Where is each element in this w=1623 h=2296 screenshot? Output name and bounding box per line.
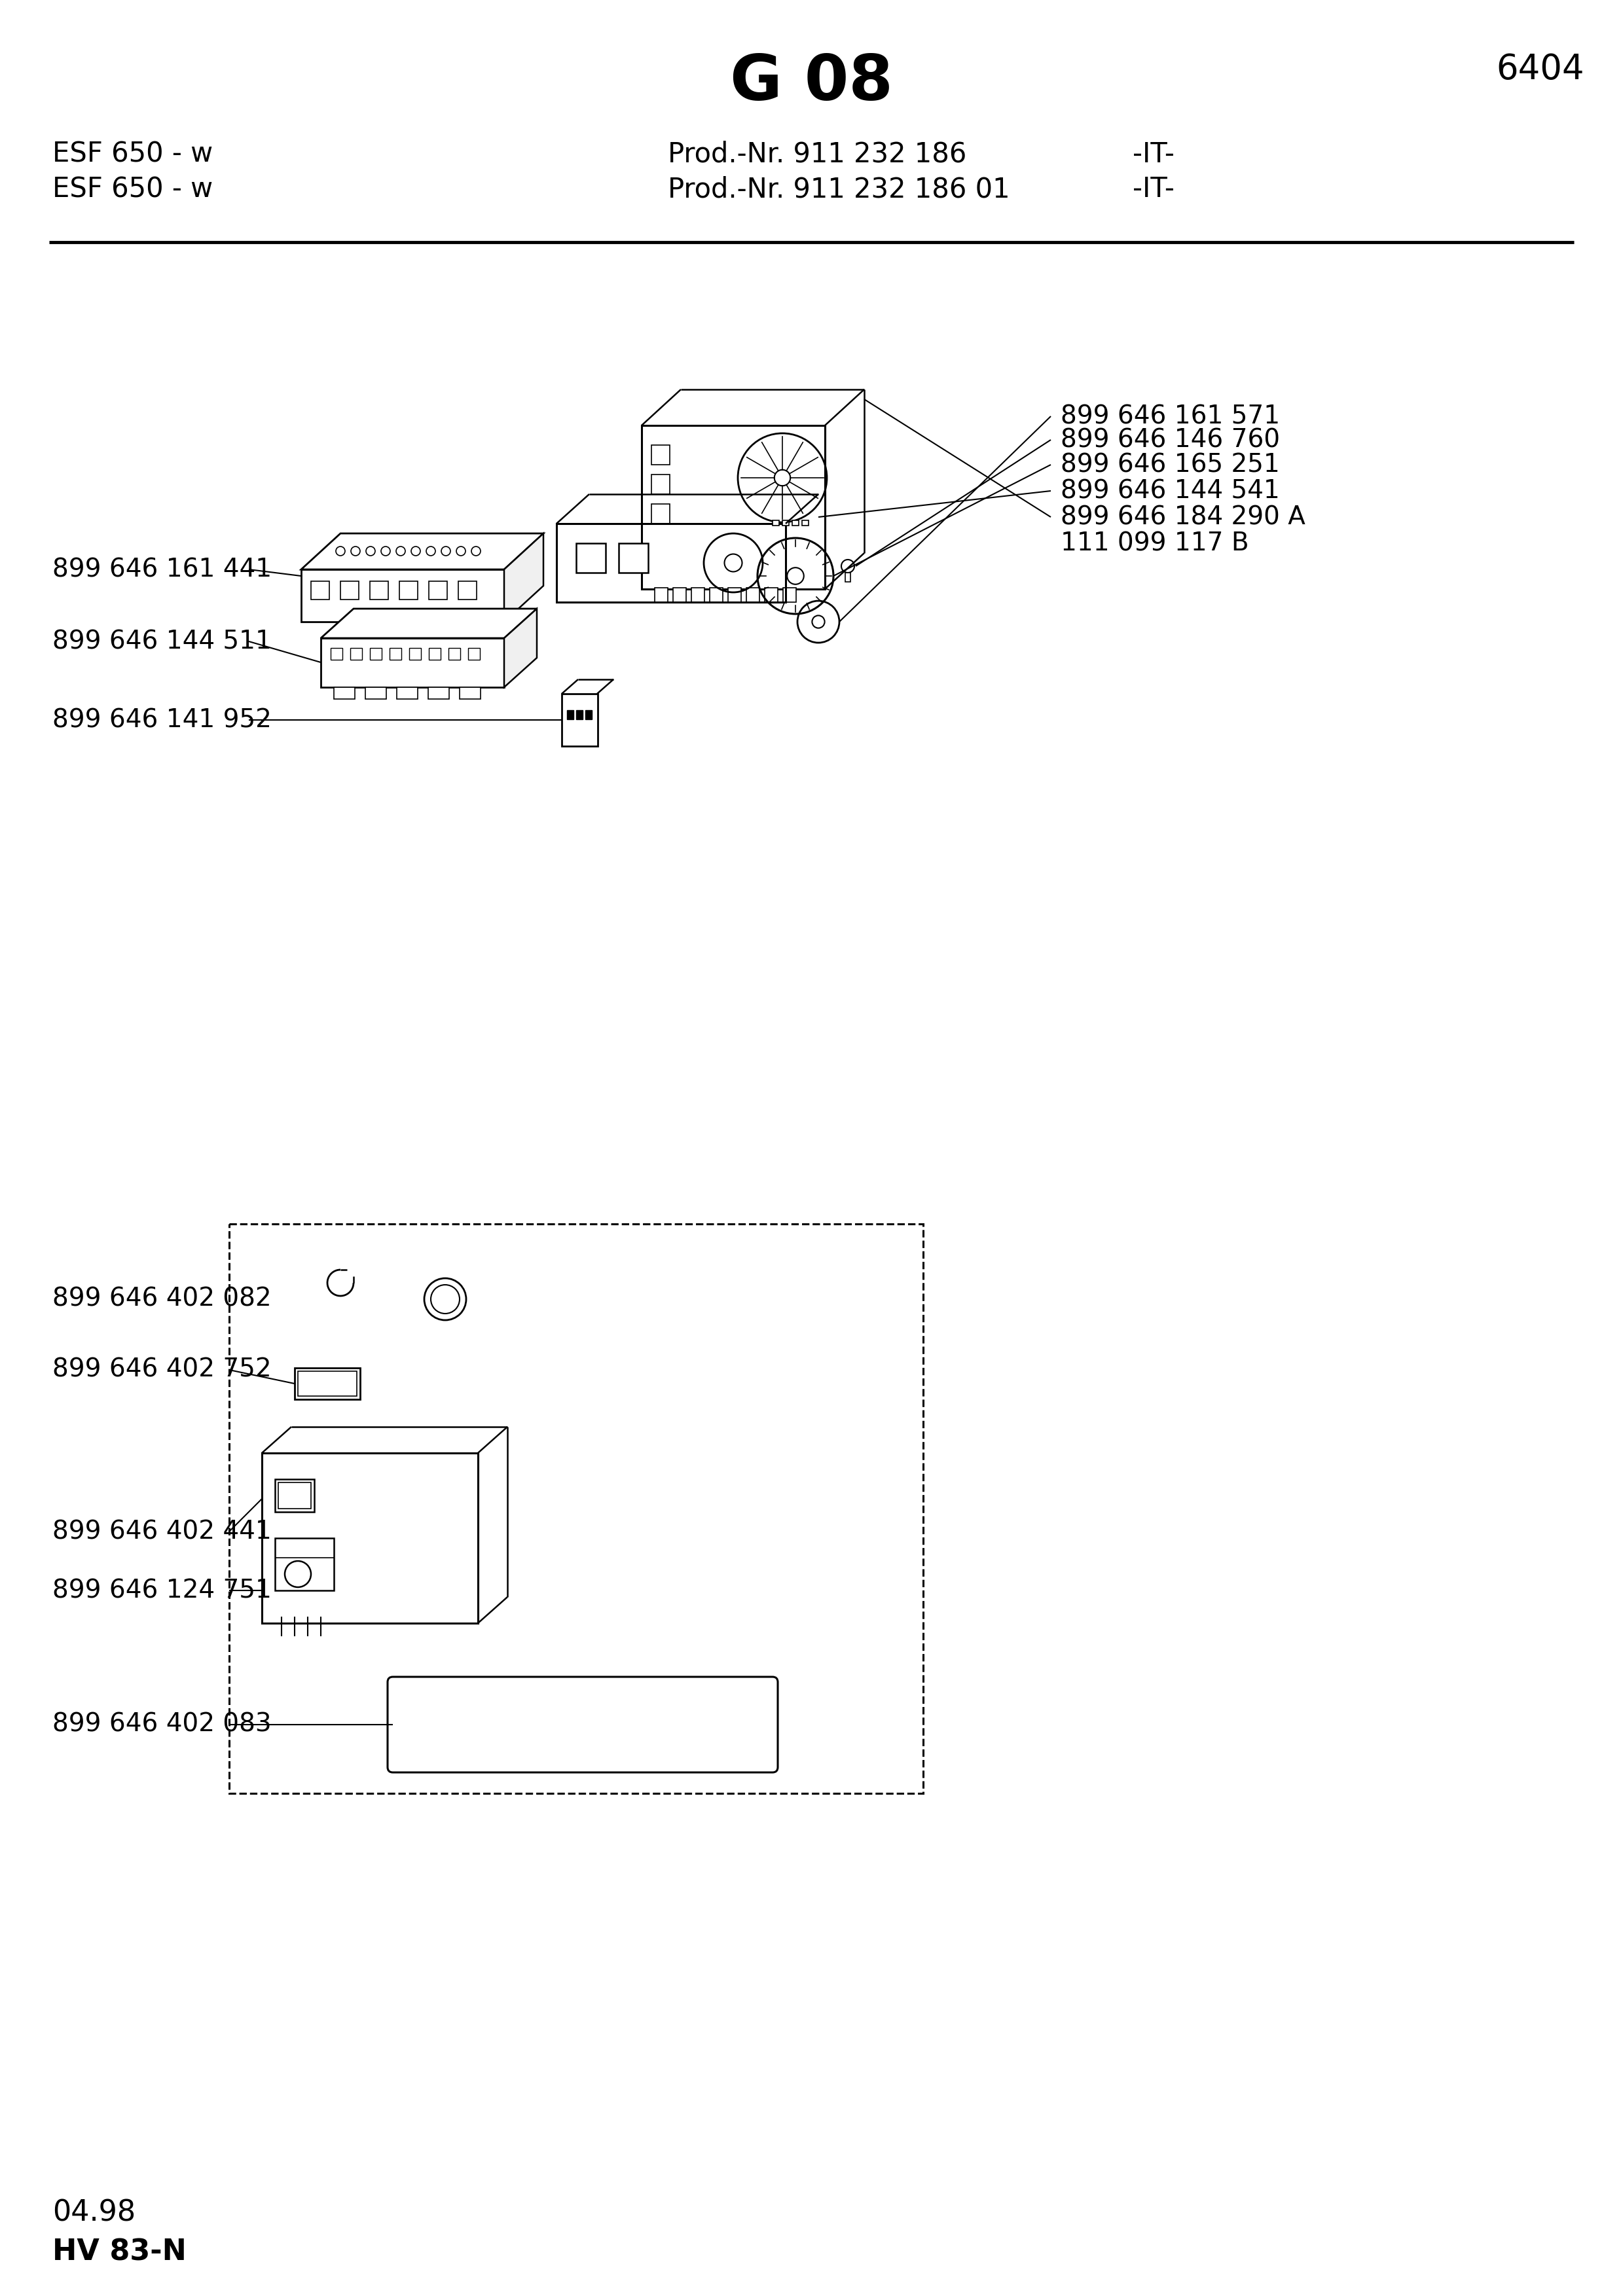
Bar (651, 475, 670, 494)
Text: 899 646 144 541: 899 646 144 541 (1060, 478, 1281, 503)
Bar (802, 521, 808, 526)
Bar (321, 638, 505, 687)
Bar (586, 709, 592, 719)
Text: 899 646 146 760: 899 646 146 760 (1060, 427, 1281, 452)
Bar (295, 1368, 360, 1398)
Text: Prod.-Nr. 911 232 186: Prod.-Nr. 911 232 186 (667, 140, 967, 168)
Bar (370, 647, 381, 659)
Text: 111 099 117 B: 111 099 117 B (1060, 530, 1250, 556)
Bar (764, 588, 777, 602)
Bar (351, 647, 362, 659)
Circle shape (284, 1561, 312, 1587)
Bar (299, 1371, 357, 1396)
Bar (467, 647, 480, 659)
Bar (782, 588, 797, 602)
Bar (747, 588, 760, 602)
Bar (557, 523, 786, 602)
Bar (229, 1224, 923, 1793)
Bar (390, 647, 401, 659)
Text: -IT-: -IT- (1133, 174, 1175, 202)
Polygon shape (505, 533, 544, 622)
Circle shape (365, 546, 375, 556)
Bar (302, 569, 505, 622)
Text: 04.98: 04.98 (52, 2200, 136, 2227)
Text: 899 646 141 952: 899 646 141 952 (52, 707, 271, 732)
Circle shape (351, 546, 360, 556)
Bar (341, 581, 359, 599)
FancyBboxPatch shape (388, 1676, 777, 1773)
Bar (428, 647, 440, 659)
Text: 899 646 402 082: 899 646 402 082 (52, 1286, 271, 1311)
Bar (641, 425, 824, 590)
Bar (370, 581, 388, 599)
Text: 899 646 165 251: 899 646 165 251 (1060, 452, 1281, 478)
Bar (691, 588, 704, 602)
Text: -IT-: -IT- (1133, 140, 1175, 168)
Text: 899 646 402 083: 899 646 402 083 (52, 1713, 271, 1738)
Polygon shape (321, 608, 537, 638)
Text: HV 83-N: HV 83-N (52, 2239, 187, 2266)
Bar (428, 687, 450, 698)
Bar (458, 581, 477, 599)
Bar (651, 445, 670, 464)
Bar (278, 1483, 312, 1508)
Text: 899 646 124 751: 899 646 124 751 (52, 1577, 271, 1603)
Bar (261, 1453, 477, 1623)
Text: 899 646 144 511: 899 646 144 511 (52, 629, 271, 654)
Polygon shape (302, 533, 544, 569)
Bar (409, 647, 420, 659)
Bar (331, 647, 342, 659)
Text: G 08: G 08 (730, 53, 893, 113)
Circle shape (411, 546, 420, 556)
Text: 899 646 161 571: 899 646 161 571 (1060, 404, 1281, 429)
Circle shape (841, 560, 854, 572)
Bar (274, 1479, 315, 1511)
Bar (428, 581, 448, 599)
Bar (651, 503, 670, 523)
Text: 899 646 402 441: 899 646 402 441 (52, 1520, 271, 1543)
Bar (792, 521, 799, 526)
Circle shape (456, 546, 466, 556)
Text: 899 646 402 752: 899 646 402 752 (52, 1357, 271, 1382)
Circle shape (336, 546, 346, 556)
Bar (365, 687, 386, 698)
Circle shape (471, 546, 480, 556)
Bar (448, 647, 461, 659)
Bar (729, 588, 742, 602)
Text: Prod.-Nr. 911 232 186 01: Prod.-Nr. 911 232 186 01 (667, 174, 1010, 202)
Bar (334, 687, 355, 698)
Bar (618, 544, 648, 572)
Text: 6404: 6404 (1496, 53, 1584, 87)
Circle shape (427, 546, 435, 556)
Bar (846, 572, 850, 581)
Bar (576, 709, 583, 719)
Circle shape (441, 546, 451, 556)
Bar (773, 521, 779, 526)
Bar (562, 693, 597, 746)
Text: ESF 650 - w: ESF 650 - w (52, 140, 213, 168)
Bar (674, 588, 687, 602)
Text: 899 646 161 441: 899 646 161 441 (52, 558, 271, 581)
Circle shape (396, 546, 406, 556)
Text: 899 646 184 290 A: 899 646 184 290 A (1060, 505, 1305, 530)
Bar (399, 581, 417, 599)
Bar (654, 588, 667, 602)
Bar (782, 521, 789, 526)
Polygon shape (505, 608, 537, 687)
Bar (566, 709, 573, 719)
Bar (396, 687, 417, 698)
Bar (459, 687, 480, 698)
Bar (312, 581, 329, 599)
Bar (709, 588, 722, 602)
Text: ESF 650 - w: ESF 650 - w (52, 174, 213, 202)
Bar (576, 544, 605, 572)
Bar (274, 1538, 334, 1591)
Circle shape (381, 546, 390, 556)
